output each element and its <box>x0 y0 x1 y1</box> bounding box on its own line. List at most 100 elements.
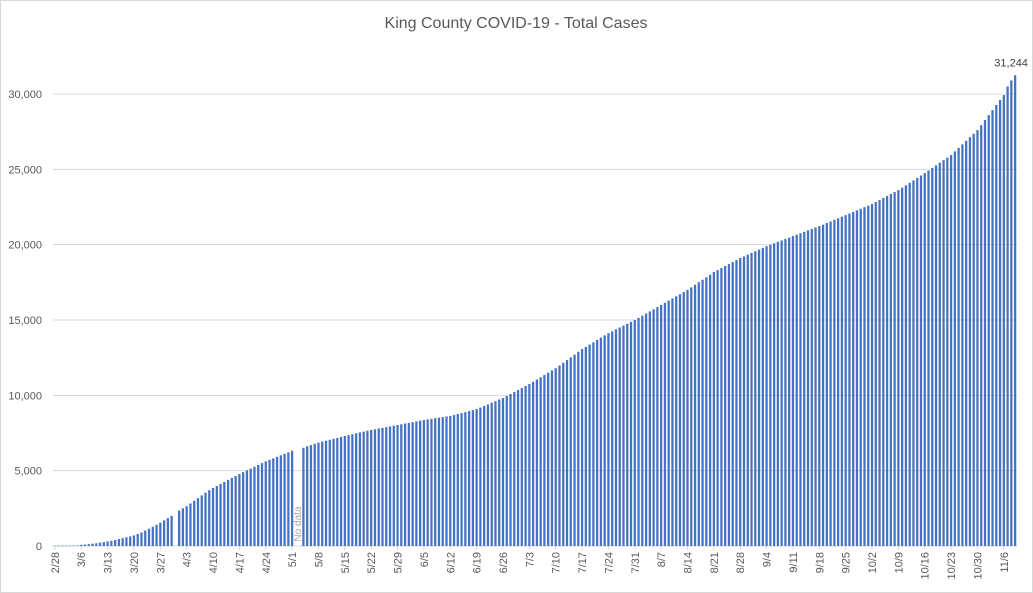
bar <box>147 528 151 546</box>
bar <box>76 545 79 547</box>
bar <box>238 473 241 546</box>
bar <box>200 495 203 546</box>
bar <box>162 520 166 546</box>
bar <box>204 492 207 546</box>
bar <box>407 422 410 546</box>
bar <box>516 390 520 546</box>
bar <box>61 545 64 547</box>
bar <box>825 222 828 546</box>
x-tick-label: 5/29 <box>393 552 405 573</box>
x-tick-label: 5/8 <box>313 552 325 567</box>
bar <box>471 410 474 546</box>
bar <box>501 398 505 546</box>
bar <box>95 543 98 546</box>
x-tick-label: 8/21 <box>709 552 721 573</box>
x-tick-label: 3/27 <box>155 552 167 573</box>
x-tick-label: 9/25 <box>841 552 853 573</box>
bar <box>539 377 542 546</box>
bar <box>724 266 727 546</box>
bar <box>784 238 787 546</box>
bar <box>983 120 987 546</box>
x-tick-label: 3/13 <box>103 552 115 573</box>
bar <box>249 468 252 546</box>
bar <box>377 428 380 546</box>
bar <box>731 262 734 546</box>
bar <box>584 346 587 546</box>
bar <box>573 354 576 546</box>
bar <box>946 157 949 546</box>
bar <box>987 115 990 546</box>
bar <box>129 536 132 546</box>
bar <box>893 192 896 546</box>
bar <box>949 155 953 546</box>
bar <box>343 436 346 546</box>
bar <box>780 240 783 546</box>
bar <box>355 433 358 546</box>
bar <box>260 463 264 546</box>
last-value-label: 31,244 <box>994 57 1028 69</box>
x-tick-label: 6/19 <box>472 552 484 573</box>
bar <box>505 396 508 546</box>
x-axis-labels: 2/28 3/6 3/13 3/20 3/27 4/3 4/10 4/17 4/24 5/1 5/8… <box>50 546 1011 580</box>
bar <box>682 291 685 546</box>
x-tick-label: 7/24 <box>603 552 615 573</box>
bar <box>358 432 362 546</box>
bar <box>720 268 723 546</box>
bar <box>667 300 670 546</box>
bar <box>648 311 651 546</box>
bar <box>132 535 136 546</box>
bar <box>486 404 490 546</box>
no-data-annotation: No data <box>293 506 304 541</box>
bar <box>456 414 459 546</box>
x-tick-label: 8/14 <box>683 552 695 573</box>
bar <box>833 219 836 546</box>
bar <box>675 296 678 546</box>
bar <box>727 264 731 546</box>
bar <box>245 470 249 546</box>
bar <box>336 437 339 546</box>
bar <box>577 351 580 546</box>
bar <box>588 344 591 546</box>
bar <box>400 424 403 546</box>
y-tick-label: 10,000 <box>8 390 42 402</box>
bar <box>513 392 516 546</box>
bar <box>403 423 407 546</box>
bar <box>253 466 256 546</box>
bar <box>415 421 418 546</box>
bar <box>991 110 994 547</box>
x-tick-label: 10/30 <box>972 552 984 580</box>
bar <box>942 160 945 546</box>
bar <box>821 224 825 546</box>
bar <box>998 100 1002 546</box>
bar <box>739 258 742 546</box>
bar <box>746 254 749 547</box>
bar <box>641 315 644 546</box>
y-tick-label: 20,000 <box>8 240 42 252</box>
x-tick-label: 6/12 <box>445 552 457 573</box>
bar <box>449 415 452 546</box>
bar <box>757 249 761 546</box>
bar <box>370 429 373 546</box>
bar <box>392 425 395 546</box>
bar <box>626 323 629 546</box>
bar <box>140 532 143 546</box>
bar <box>690 287 693 546</box>
bar <box>693 284 697 546</box>
bar <box>908 182 911 546</box>
bar <box>98 542 102 546</box>
x-tick-label: 8/7 <box>656 552 668 567</box>
bar <box>558 365 561 546</box>
bar <box>965 140 968 547</box>
bar <box>697 282 700 546</box>
bar <box>750 252 753 546</box>
bar <box>535 379 539 546</box>
bar <box>859 208 862 546</box>
y-tick-label: 30,000 <box>8 89 42 101</box>
bar <box>234 475 237 546</box>
bar <box>1013 75 1017 546</box>
bar <box>644 313 648 546</box>
bar <box>445 416 448 546</box>
bar <box>603 335 606 546</box>
bar <box>848 213 851 547</box>
